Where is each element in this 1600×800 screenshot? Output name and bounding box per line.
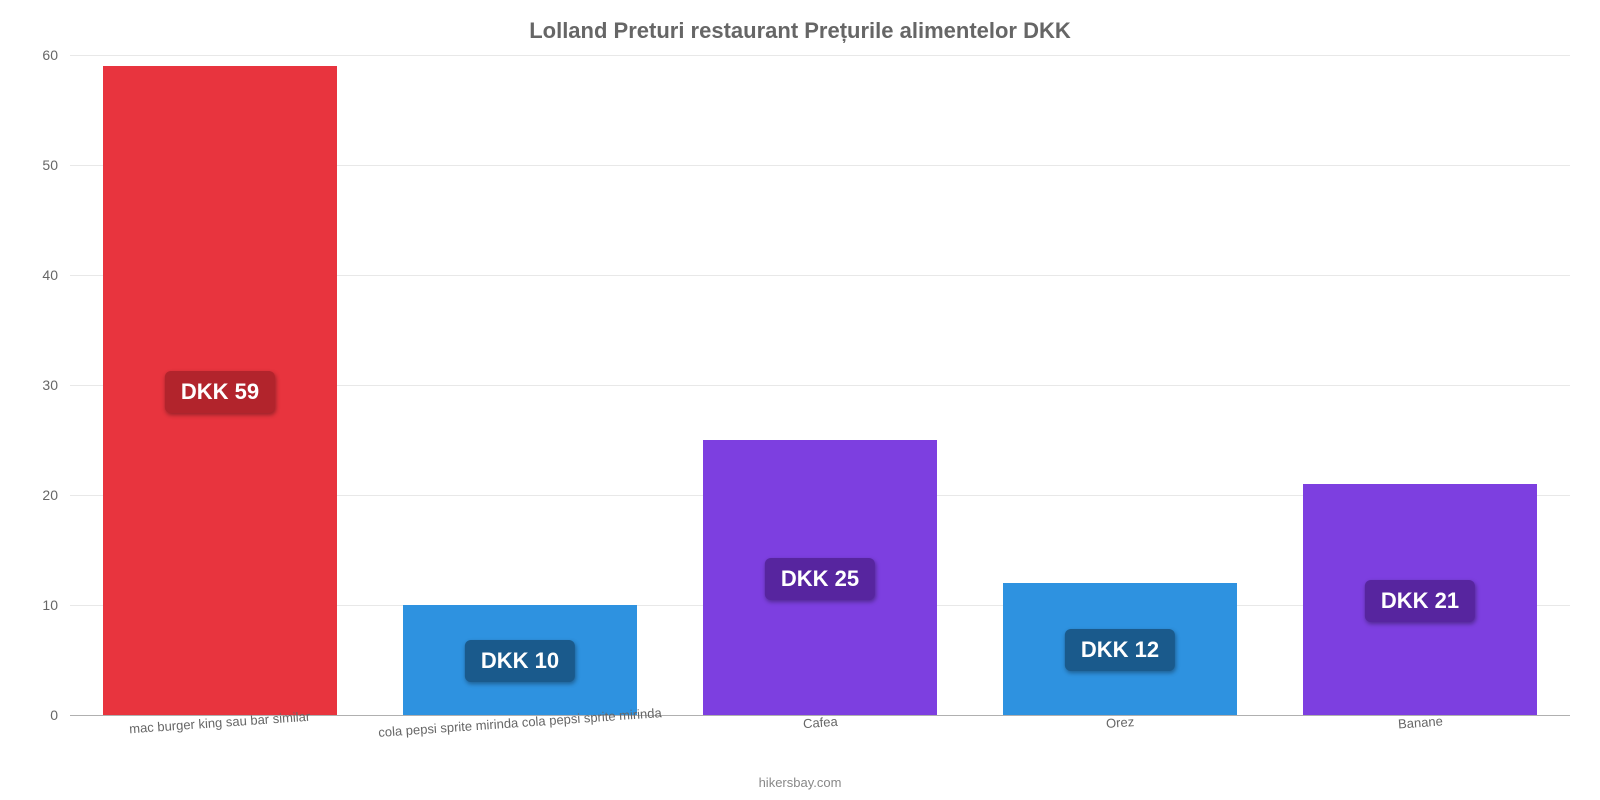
y-tick-label: 40: [42, 267, 58, 283]
bar-value-label: DKK 25: [765, 558, 875, 600]
x-axis-label: Cafea: [802, 714, 838, 731]
y-tick-label: 60: [42, 47, 58, 63]
bar-value-label: DKK 59: [165, 371, 275, 413]
bar-slot: DKK 21: [1270, 55, 1570, 715]
bar-value-label: DKK 12: [1065, 629, 1175, 671]
bar-value-label: DKK 10: [465, 640, 575, 682]
chart-title: Lolland Preturi restaurant Prețurile ali…: [0, 0, 1600, 44]
x-axis-label: Banane: [1397, 713, 1443, 731]
bar: DKK 21: [1303, 484, 1537, 715]
bar-slot: DKK 25: [670, 55, 970, 715]
bar-slot: DKK 59: [70, 55, 370, 715]
x-label-slot: Banane: [1270, 715, 1570, 730]
bar: DKK 10: [403, 605, 637, 715]
y-tick-label: 10: [42, 597, 58, 613]
bars-container: DKK 59 DKK 10 DKK 25 DKK 12 DKK 21: [70, 55, 1570, 715]
bar: DKK 12: [1003, 583, 1237, 715]
x-axis-label: Orez: [1105, 714, 1134, 731]
x-label-slot: Orez: [970, 715, 1270, 730]
bar: DKK 25: [703, 440, 937, 715]
y-tick-label: 20: [42, 487, 58, 503]
x-axis-labels: mac burger king sau bar similarcola peps…: [70, 715, 1570, 730]
y-tick-label: 50: [42, 157, 58, 173]
bar-value-label: DKK 21: [1365, 580, 1475, 622]
x-label-slot: Cafea: [670, 715, 970, 730]
attribution-text: hikersbay.com: [0, 775, 1600, 790]
x-label-slot: cola pepsi sprite mirinda cola pepsi spr…: [370, 715, 670, 730]
bar: DKK 59: [103, 66, 337, 715]
bar-slot: DKK 12: [970, 55, 1270, 715]
y-tick-label: 0: [50, 707, 58, 723]
x-label-slot: mac burger king sau bar similar: [70, 715, 370, 730]
chart-plot-area: 0102030405060 DKK 59DKK 10DKK 25DKK 12DK…: [70, 55, 1570, 715]
y-tick-label: 30: [42, 377, 58, 393]
bar-slot: DKK 10: [370, 55, 670, 715]
